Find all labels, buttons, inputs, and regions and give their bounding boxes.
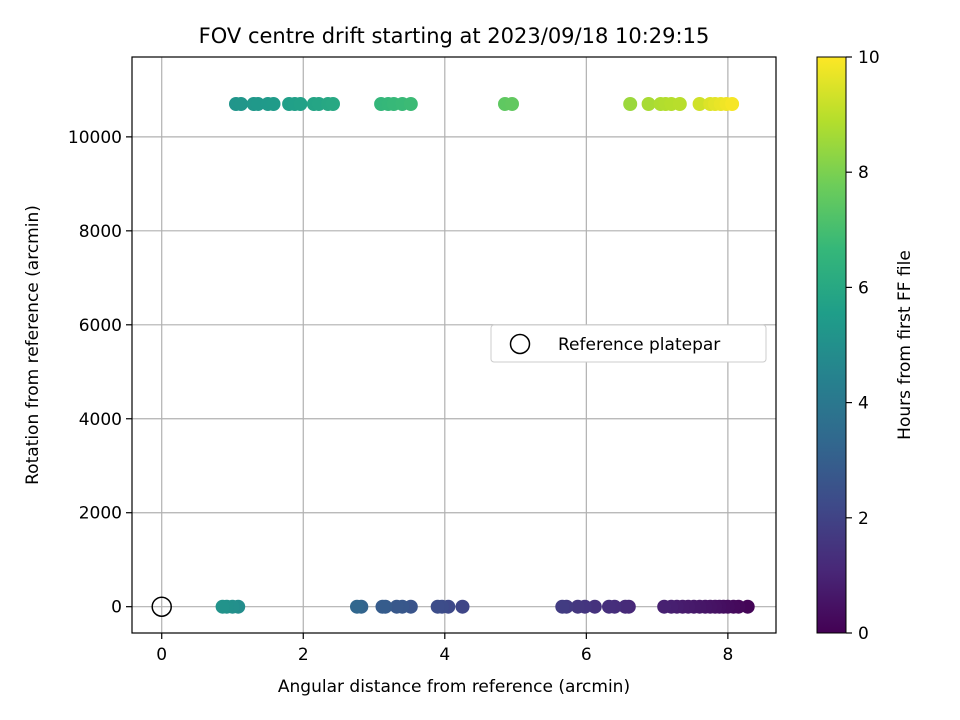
- x-tick-label: 6: [581, 645, 592, 665]
- reference-platepar-marker: [151, 596, 172, 617]
- data-point: [266, 97, 281, 111]
- data-point: [570, 599, 585, 614]
- data-point: [430, 599, 445, 614]
- data-point: [602, 599, 616, 614]
- data-point: [692, 97, 707, 111]
- colorbar-tick-label: 0: [858, 624, 869, 644]
- data-point: [641, 97, 656, 111]
- data-point: [326, 97, 340, 111]
- legend-reference-marker: [509, 333, 531, 355]
- legend-reference-label: Reference platepar: [558, 335, 720, 355]
- colorbar-label: Hours from first FF file: [895, 250, 915, 440]
- data-point: [587, 599, 602, 614]
- colorbar-tick-label: 2: [858, 509, 869, 529]
- y-tick-label: 8000: [79, 222, 122, 242]
- chart-title: FOV centre drift starting at 2023/09/18 …: [199, 24, 710, 48]
- data-point: [672, 97, 687, 111]
- y-tick-label: 0: [111, 598, 122, 618]
- data-point: [375, 599, 390, 614]
- colorbar-tick-label: 4: [858, 394, 869, 414]
- data-point: [389, 599, 404, 614]
- data-point: [251, 97, 265, 111]
- data-point: [657, 599, 672, 614]
- y-tick-label: 4000: [79, 410, 122, 430]
- x-tick-label: 8: [722, 645, 733, 665]
- y-tick-label: 6000: [79, 316, 122, 336]
- colorbar-tick-label: 8: [858, 163, 869, 183]
- colorbar: [816, 56, 847, 634]
- data-point: [293, 97, 308, 111]
- data-points: [151, 97, 755, 617]
- data-point: [234, 97, 248, 111]
- data-point: [555, 599, 570, 614]
- data-point: [455, 599, 470, 614]
- plot-frame: [131, 56, 777, 634]
- data-point: [505, 97, 519, 111]
- axis-ticks: 0 2 4 6 8 0 2000 4000 6000 8000 10000: [68, 128, 733, 665]
- x-tick-label: 0: [156, 645, 167, 665]
- colorbar-tick-label: 6: [858, 278, 869, 298]
- colorbar-ticks: 0 2 4 6 8 10: [846, 48, 880, 644]
- y-tick-label: 2000: [79, 504, 122, 524]
- data-point: [215, 599, 230, 614]
- x-tick-label: 4: [439, 645, 450, 665]
- x-tick-label: 2: [298, 645, 309, 665]
- y-tick-label: 10000: [68, 128, 122, 148]
- data-point: [618, 599, 633, 614]
- data-point: [350, 599, 364, 614]
- data-point: [403, 97, 418, 111]
- colorbar-tick-label: 10: [858, 48, 880, 68]
- legend-box: [490, 324, 767, 363]
- data-point: [623, 97, 638, 111]
- data-point: [725, 97, 740, 111]
- y-axis-label: Rotation from reference (arcmin): [23, 205, 43, 485]
- x-axis-label: Angular distance from reference (arcmin): [278, 677, 630, 697]
- legend: Reference platepar: [490, 324, 767, 363]
